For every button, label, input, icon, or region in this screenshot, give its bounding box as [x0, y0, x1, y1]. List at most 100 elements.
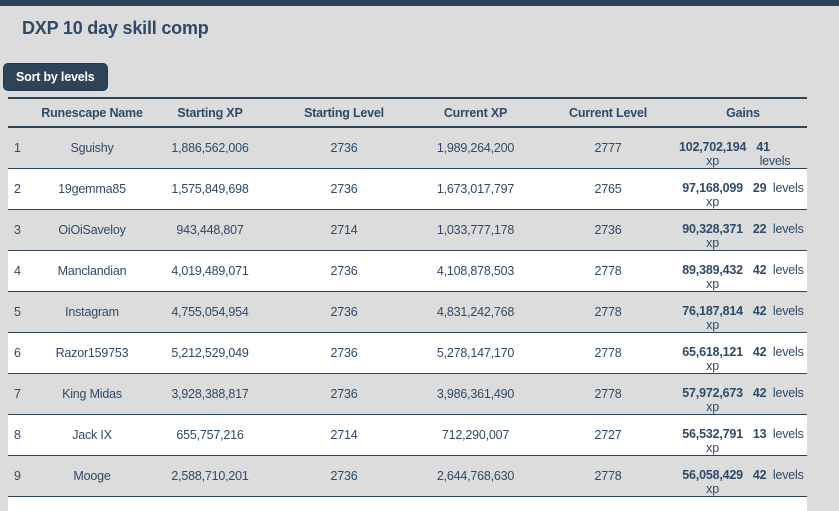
table-row: 8 Jack IX 655,757,216 2714 712,290,007 2…	[8, 415, 807, 456]
current-level-cell: 2778	[594, 263, 622, 278]
gains-levels-unit: levels	[769, 468, 804, 482]
gains-xp: 102,702,194 xp	[679, 140, 747, 168]
gains-xp-value: 56,532,791	[682, 427, 743, 441]
name-cell: Mooge	[73, 468, 111, 483]
gains-levels: 29 levels	[753, 181, 804, 195]
gains-levels-value: 22	[752, 222, 767, 236]
gains-levels-value: 13	[752, 427, 767, 441]
table-body: 1 Sguishy 1,886,562,006 2736 1,989,264,2…	[8, 128, 807, 497]
gains-xp: 56,058,429 xp	[682, 468, 743, 496]
gains-levels: 42 levels	[753, 386, 804, 400]
rank-cell: 2	[14, 181, 21, 196]
starting-xp-cell: 1,886,562,006	[171, 140, 249, 155]
starting-level-cell: 2736	[330, 181, 358, 196]
gains-levels-unit: levels	[769, 304, 804, 318]
gains-xp-unit: xp	[706, 318, 719, 332]
name-cell: Manclandian	[57, 263, 127, 278]
gains-levels: 22 levels	[753, 222, 804, 236]
gains-xp-value: 57,972,673	[682, 386, 743, 400]
name-cell: 19gemma85	[58, 181, 126, 196]
table-row: 1 Sguishy 1,886,562,006 2736 1,989,264,2…	[8, 128, 807, 169]
starting-xp-cell: 4,755,054,954	[171, 304, 249, 319]
column-header-current-xp: Current XP	[443, 105, 508, 120]
skill-comp-table: Runescape Name Starting XP Starting Level C…	[8, 97, 807, 511]
gains-levels-value: 42	[752, 468, 767, 482]
gains-levels-value: 29	[752, 181, 767, 195]
current-xp-cell: 5,278,147,170	[436, 345, 515, 360]
rank-cell: 5	[14, 304, 21, 319]
current-xp-cell: 4,831,242,768	[436, 304, 515, 319]
gains-xp-unit: xp	[706, 359, 719, 373]
gains-xp-unit: xp	[706, 441, 719, 455]
top-accent-bar	[0, 0, 839, 6]
gains-xp-unit: xp	[706, 482, 719, 496]
current-xp-cell: 712,290,007	[441, 427, 510, 442]
gains-levels-value: 42	[752, 345, 767, 359]
starting-level-cell: 2736	[330, 345, 358, 360]
name-cell: Sguishy	[70, 140, 114, 155]
page-title: DXP 10 day skill comp	[22, 18, 209, 38]
column-header-rank	[8, 99, 38, 126]
current-xp-cell: 1,989,264,200	[436, 140, 515, 155]
current-xp-cell: 1,033,777,178	[436, 222, 515, 237]
starting-level-cell: 2714	[330, 427, 358, 442]
gains-xp: 76,187,814 xp	[682, 304, 743, 332]
gains-xp: 97,168,099 xp	[682, 181, 743, 209]
gains-xp: 90,328,371 xp	[682, 222, 743, 250]
rank-cell: 1	[14, 140, 21, 155]
gains-levels: 42 levels	[753, 468, 804, 482]
name-cell: King Midas	[62, 386, 122, 401]
gains-levels-unit: levels	[756, 154, 791, 168]
table-row: 2 19gemma85 1,575,849,698 2736 1,673,017…	[8, 169, 807, 210]
gains-levels: 41 levels	[756, 140, 807, 168]
gains-xp: 56,532,791 xp	[682, 427, 743, 455]
gains-xp-value: 76,187,814	[682, 304, 743, 318]
gains-xp-unit: xp	[706, 400, 719, 414]
gains-xp-unit: xp	[706, 277, 719, 291]
gains-cell: 97,168,099 xp 29 levels	[679, 169, 807, 209]
column-header-starting-xp: Starting XP	[177, 105, 243, 120]
gains-levels-unit: levels	[769, 263, 804, 277]
gains-cell: 89,389,432 xp 42 levels	[679, 251, 807, 291]
starting-level-cell: 2736	[330, 140, 358, 155]
gains-xp-value: 89,389,432	[682, 263, 743, 277]
gains-cell: 102,702,194 xp 41 levels	[679, 128, 807, 168]
current-xp-cell: 3,986,361,490	[436, 386, 515, 401]
gains-levels-unit: levels	[769, 386, 804, 400]
rank-cell: 4	[14, 263, 21, 278]
table-row: 9 Mooge 2,588,710,201 2736 2,644,768,630…	[8, 456, 807, 497]
starting-level-cell: 2714	[330, 222, 358, 237]
table-row: 6 Razor159753 5,212,529,049 2736 5,278,1…	[8, 333, 807, 374]
gains-xp-value: 56,058,429	[682, 468, 743, 482]
name-cell: Jack IX	[72, 427, 112, 442]
rank-cell: 9	[14, 468, 21, 483]
starting-level-cell: 2736	[330, 386, 358, 401]
gains-xp-value: 102,702,194	[679, 140, 747, 154]
gains-levels-unit: levels	[769, 427, 804, 441]
starting-xp-cell: 5,212,529,049	[171, 345, 249, 360]
rank-cell: 8	[14, 427, 21, 442]
gains-cell: 65,618,121 xp 42 levels	[679, 333, 807, 373]
partial-next-row	[8, 497, 807, 511]
current-level-cell: 2778	[594, 468, 622, 483]
gains-xp-unit: xp	[706, 236, 719, 250]
sort-by-levels-button[interactable]: Sort by levels	[3, 63, 108, 91]
gains-levels-value: 42	[752, 304, 767, 318]
gains-levels-unit: levels	[769, 345, 804, 359]
rank-cell: 3	[14, 222, 21, 237]
gains-levels: 13 levels	[753, 427, 804, 441]
table-row: 3 OiOiSaveloy 943,448,807 2714 1,033,777…	[8, 210, 807, 251]
starting-xp-cell: 1,575,849,698	[171, 181, 249, 196]
current-level-cell: 2765	[594, 181, 622, 196]
starting-level-cell: 2736	[330, 263, 358, 278]
gains-levels: 42 levels	[753, 345, 804, 359]
current-level-cell: 2778	[594, 345, 622, 360]
gains-xp-value: 65,618,121	[682, 345, 743, 359]
gains-levels-value: 42	[752, 386, 767, 400]
current-xp-cell: 4,108,878,503	[436, 263, 515, 278]
starting-xp-cell: 943,448,807	[176, 222, 244, 237]
gains-levels: 42 levels	[753, 304, 804, 318]
current-level-cell: 2727	[594, 427, 622, 442]
name-cell: OiOiSaveloy	[58, 222, 126, 237]
gains-xp: 57,972,673 xp	[682, 386, 743, 414]
